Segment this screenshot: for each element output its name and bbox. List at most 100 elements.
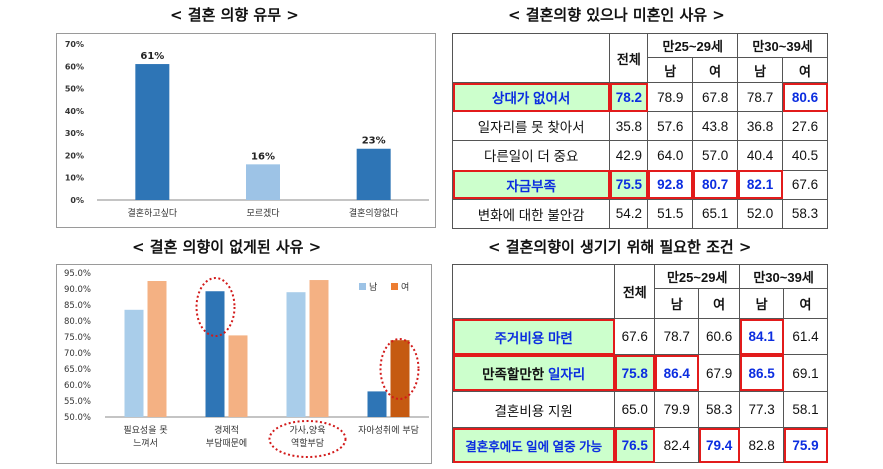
table-row: 결혼비용 지원 65.0 79.9 58.3 77.3 58.1 [451, 390, 828, 429]
cell: 75.9 [783, 427, 828, 463]
y-tick-label: 70% [65, 40, 84, 49]
row-label: 상대가 없어서 [451, 81, 611, 113]
y-tick-label: 95.0% [64, 269, 91, 279]
table1-header-female: 여 [692, 57, 739, 83]
y-tick-label: 85.0% [64, 301, 91, 311]
cell: 77.3 [739, 390, 785, 429]
y-tick-label: 70.0% [64, 349, 91, 359]
cell: 69.1 [783, 354, 828, 392]
x-tick-label: 모르겠다 [246, 208, 280, 219]
cell: 61.4 [783, 317, 828, 356]
x-tick-label: 역할부담 [291, 437, 324, 449]
cell: 57.6 [647, 111, 694, 142]
cell: 80.6 [782, 81, 828, 113]
cell: 40.4 [737, 140, 784, 171]
bar [367, 391, 387, 417]
table2-corner [451, 264, 616, 319]
x-tick-label: 필요성을 못 [123, 424, 167, 436]
table1-header-male: 남 [647, 57, 694, 83]
table1-header-male: 남 [737, 57, 784, 83]
cell: 78.2 [609, 81, 649, 113]
table-row: 자금부족 75.5 92.8 80.7 82.1 67.6 [451, 169, 828, 200]
bar [286, 292, 306, 417]
cell: 67.6 [614, 317, 656, 356]
bar [147, 281, 167, 417]
y-tick-label: 50% [65, 85, 84, 94]
bar [390, 340, 410, 417]
cell: 58.3 [698, 390, 741, 429]
table2-header-female: 여 [783, 288, 828, 319]
x-tick-label: 결혼의향없다 [349, 207, 399, 219]
cell: 82.1 [737, 169, 784, 200]
cell: 86.5 [739, 354, 785, 392]
table-row: 변화에 대한 불안감 54.2 51.5 65.1 52.0 58.3 [451, 198, 828, 230]
table2-header-male: 남 [654, 288, 700, 319]
legend-swatch [359, 283, 366, 290]
cell: 57.0 [692, 140, 739, 171]
cell: 84.1 [739, 317, 785, 356]
x-tick-label: 느껴서 [133, 438, 158, 449]
table1-header-group1: 만25~29세 [647, 33, 739, 58]
cell: 65.1 [692, 198, 739, 230]
chart2-svg: 50.0% 55.0% 60.0% 65.0% 70.0% 75.0% 80.0% 85.0%… [64, 269, 429, 458]
y-tick-label: 30% [65, 129, 84, 138]
table-row: 만족할만한 일자리 75.8 86.4 67.9 86.5 69.1 [451, 354, 828, 392]
y-tick-label: 60% [65, 62, 84, 71]
cell: 52.0 [737, 198, 784, 230]
chart1-svg: 0% 10% 20% 30% 40% 50% 60% 70% 61% 결혼하고싶다 16% 모르겠다 2… [65, 40, 429, 219]
table2-header-group1: 만25~29세 [654, 264, 741, 289]
x-tick-label: 자아성취에 부담 [358, 424, 419, 436]
y-tick-label: 0% [70, 196, 84, 205]
table1-header-female: 여 [782, 57, 828, 83]
table2-header-male: 남 [739, 288, 785, 319]
row-label: 일자리를 못 찾아서 [451, 111, 611, 142]
row-label: 결혼후에도 일에 열중 가능 [451, 427, 616, 463]
cell: 58.3 [782, 198, 828, 230]
y-tick-label: 80.0% [64, 317, 91, 327]
marriage-intention-chart: 0% 10% 20% 30% 40% 50% 60% 70% 61% 결혼하고싶다 16% 모르겠다 2… [56, 33, 436, 228]
y-tick-label: 20% [65, 151, 84, 160]
cell: 27.6 [782, 111, 828, 142]
bar [246, 164, 280, 200]
cell: 75.8 [614, 354, 656, 392]
no-intention-reasons-chart: 50.0% 55.0% 60.0% 65.0% 70.0% 75.0% 80.0% 85.0%… [56, 264, 432, 464]
legend-swatch [391, 283, 398, 290]
table-row: 일자리를 못 찾아서 35.8 57.6 43.8 36.8 27.6 [451, 111, 828, 142]
cell: 82.8 [739, 427, 785, 463]
data-label: 16% [251, 151, 275, 162]
table1-corner [451, 33, 611, 83]
row-label: 만족할만한 일자리 [451, 354, 616, 392]
row-label: 변화에 대한 불안감 [451, 198, 611, 230]
cell: 86.4 [654, 354, 700, 392]
cell: 78.7 [654, 317, 700, 356]
bar [228, 335, 248, 417]
y-tick-label: 60.0% [64, 381, 91, 391]
cell: 40.5 [782, 140, 828, 171]
table2-header-total: 전체 [614, 264, 656, 319]
cell: 36.8 [737, 111, 784, 142]
table-row: 주거비용 마련 67.6 78.7 60.6 84.1 61.4 [451, 317, 828, 356]
row-label-prefix: 만족할만한 [482, 367, 548, 383]
cell: 78.7 [737, 81, 784, 113]
cell: 64.0 [647, 140, 694, 171]
table2-title: < 결혼의향이 생기기 위해 필요한 조건 > [488, 238, 752, 256]
cell: 54.2 [609, 198, 649, 230]
cell: 78.9 [647, 81, 694, 113]
row-label: 주거비용 마련 [451, 317, 616, 356]
cell: 60.6 [698, 317, 741, 356]
cell: 67.8 [692, 81, 739, 113]
y-tick-label: 50.0% [64, 413, 91, 423]
y-tick-label: 75.0% [64, 333, 91, 343]
x-tick-label: 경제적 [214, 424, 239, 436]
cell: 79.4 [698, 427, 741, 463]
legend-label: 여 [401, 281, 409, 293]
table-row: 다른일이 더 중요 42.9 64.0 57.0 40.4 40.5 [451, 140, 828, 171]
cell: 43.8 [692, 111, 739, 142]
cell: 79.9 [654, 390, 700, 429]
chart2-title: < 결혼 의향이 없게된 사유 > [132, 238, 322, 256]
data-label: 61% [140, 51, 164, 62]
y-tick-label: 65.0% [64, 365, 91, 375]
bar [356, 148, 391, 200]
cell: 76.5 [614, 427, 656, 463]
chart1-title: < 결혼 의향 유무 > [170, 6, 299, 24]
